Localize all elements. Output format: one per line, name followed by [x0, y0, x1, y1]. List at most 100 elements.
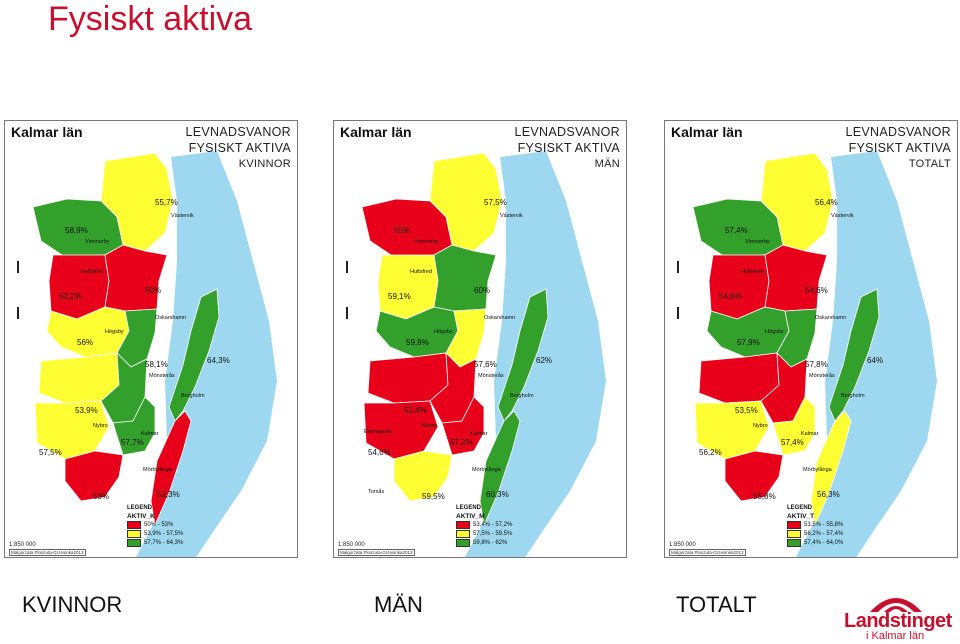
map-label-vastervik-val: 57,5% [484, 198, 507, 207]
choropleth-map: 57,5% Västervik 55% Vimmerby Hultsfred 59,1% 6… [346, 151, 606, 557]
legend-row: 57,4% - 64,0% [787, 539, 843, 547]
map-label-nybro-name: Nybro [93, 423, 108, 429]
legend-row: 59,8% - 62% [456, 539, 512, 547]
map-label-hultsfred-val: 54,6% [719, 292, 742, 301]
legend-row: 53,5% - 55,8% [787, 521, 843, 529]
municipality-morbylanga-main [724, 450, 784, 502]
legend-swatch [787, 539, 801, 547]
map-edge-mark [677, 261, 679, 273]
map-label-emmaboda-name: Emmaboda [364, 429, 393, 435]
map-label-kalmar-name: Kalmar [470, 431, 488, 437]
map-label-kalmar-val: 57,7% [121, 438, 144, 447]
map-credit: Malgorzata Ploszuta-Grzesinka2013 [669, 549, 746, 556]
map-scale: 1:850 000 [338, 542, 365, 548]
map-heading: LEVNADSVANOR FYSISKT AKTIVA MÄN [515, 124, 620, 172]
map-label-hultsfred-name: Hultsfred [741, 269, 763, 275]
heading-line2: FYSISKT AKTIVA [848, 141, 951, 155]
map-label-borgholm-val: 64% [867, 356, 883, 365]
map-label-morbylanga-val: 56,3% [817, 490, 840, 499]
heading-line1: LEVNADSVANOR [185, 125, 291, 139]
map-edge-mark [17, 307, 19, 319]
legend-row: 53,9% - 57,5% [127, 530, 183, 538]
legend-range: 57,7% - 64,3% [144, 540, 184, 546]
map-label-hultsfred-val: 59,1% [388, 292, 411, 301]
map-label-monsteras-val: 57,8% [805, 360, 828, 369]
map-label-torsas-name: Torsås [368, 488, 384, 495]
map-label-vastervik-name: Västervik [500, 213, 523, 219]
map-label-monsteras-name: Mönsterås [478, 372, 504, 379]
municipality-oland-south [810, 410, 852, 527]
municipality-oland-north [497, 288, 549, 422]
map-label-emmaboda-val: 53,9% [75, 406, 98, 415]
legend-swatch [127, 530, 141, 538]
heading-line1: LEVNADSVANOR [845, 125, 951, 139]
map-label-oskarshamn-val: 60% [474, 286, 490, 295]
legend-swatch [456, 521, 470, 529]
map-label-hogsby-val: 59,8% [406, 338, 429, 347]
legend-swatch [127, 539, 141, 547]
map-label-vimmerby-name: Vimmerby [745, 239, 770, 245]
municipality-oland-south [479, 410, 521, 527]
page-title: Fysiskt aktiva [48, 0, 253, 38]
legend-range: 53,9% - 57,5% [144, 531, 184, 537]
map-panel-kvinnor: 55,7% Västervik 58,9% Vimmerby Hultsfred 50,2… [4, 120, 298, 558]
map-label-vimmerby-name: Vimmerby [414, 239, 439, 245]
map-label-monsteras-name: Mönsterås [149, 372, 175, 379]
logo-text-sub: i Kalmar län [866, 630, 925, 642]
map-legend: LEGEND AKTIV_T 53,5% - 55,8% 56,2% - 57,4% 5… [787, 505, 843, 547]
map-label-vastervik-val: 56,4% [815, 198, 838, 207]
map-label-monsteras-val: 58,1% [145, 360, 168, 369]
map-label-oskarshamn-val: 54,6% [805, 286, 828, 295]
heading-line2: FYSISKT AKTIVA [517, 141, 620, 155]
legend-range: 59,8% - 62% [473, 540, 508, 546]
legend-row: 57,7% - 64,3% [127, 539, 183, 547]
map-edge-mark [346, 261, 348, 273]
map-label-oskarshamn-val: 50% [145, 286, 161, 295]
legend-range: 57,4% - 64,0% [804, 540, 844, 546]
map-label-hogsby-val: 56% [77, 338, 93, 347]
heading-line1: LEVNADSVANOR [514, 125, 620, 139]
legend-field: AKTIV_K [127, 513, 155, 520]
choropleth-map: 56,4% Västervik 57,4% Vimmerby Hultsfred 54,6… [677, 151, 937, 557]
region-title: Kalmar län [11, 124, 83, 140]
map-label-torsas2-val: 53% [93, 492, 109, 501]
legend-row: 57,5% - 59,5% [456, 530, 512, 538]
region-title: Kalmar län [340, 124, 412, 140]
municipality-kalmar [772, 396, 816, 456]
municipality-oland-north [168, 288, 220, 422]
map-label-vastervik-val: 55,7% [155, 198, 178, 207]
map-label-torsas-val: 57,5% [39, 448, 62, 457]
map-edge-mark [346, 307, 348, 319]
map-label-hultsfred-val: 50,2% [59, 292, 82, 301]
map-label-hogsby-name: Högsby [434, 329, 453, 335]
map-label-hultsfred-name: Hultsfred [81, 269, 103, 275]
legend-swatch [787, 530, 801, 538]
map-label-nybro-name: Nybro [753, 423, 768, 429]
map-label-hultsfred-name: Hultsfred [410, 269, 432, 275]
map-label-emmaboda-val: 53,4% [404, 406, 427, 415]
legend-swatch [127, 521, 141, 529]
municipality-torsas [363, 400, 439, 460]
map-label-borgholm-val: 62% [536, 356, 552, 365]
map-label-torsas2-val: 59,5% [422, 492, 445, 501]
map-edge-mark [677, 307, 679, 319]
map-heading: LEVNADSVANOR FYSISKT AKTIVA KVINNOR [186, 124, 291, 172]
municipality-oskarshamn [104, 244, 168, 312]
logo-emblem-icon [870, 598, 922, 612]
caption-man: MÄN [374, 592, 423, 617]
heading-line3: MÄN [594, 158, 620, 170]
map-label-morbylanga-name: Mörbylånga [143, 466, 173, 473]
map-label-kalmar-name: Kalmar [801, 431, 819, 437]
municipality-morbylanga-main [64, 450, 124, 502]
map-label-vimmerby-name: Vimmerby [85, 239, 110, 245]
legend-range: 50% - 53% [144, 522, 174, 528]
map-label-morbylanga-name: Mörbylånga [803, 466, 833, 473]
municipality-oland-north [828, 288, 880, 422]
map-label-borgholm-name: Borgholm [841, 393, 865, 399]
map-label-kalmar-val: 57,2% [450, 438, 473, 447]
legend-row: 50% - 53% [127, 521, 183, 529]
heading-line2: FYSISKT AKTIVA [188, 141, 291, 155]
legend-swatch [456, 530, 470, 538]
map-scale: 1:850 000 [669, 542, 696, 548]
map-label-borgholm-name: Borgholm [510, 393, 534, 399]
